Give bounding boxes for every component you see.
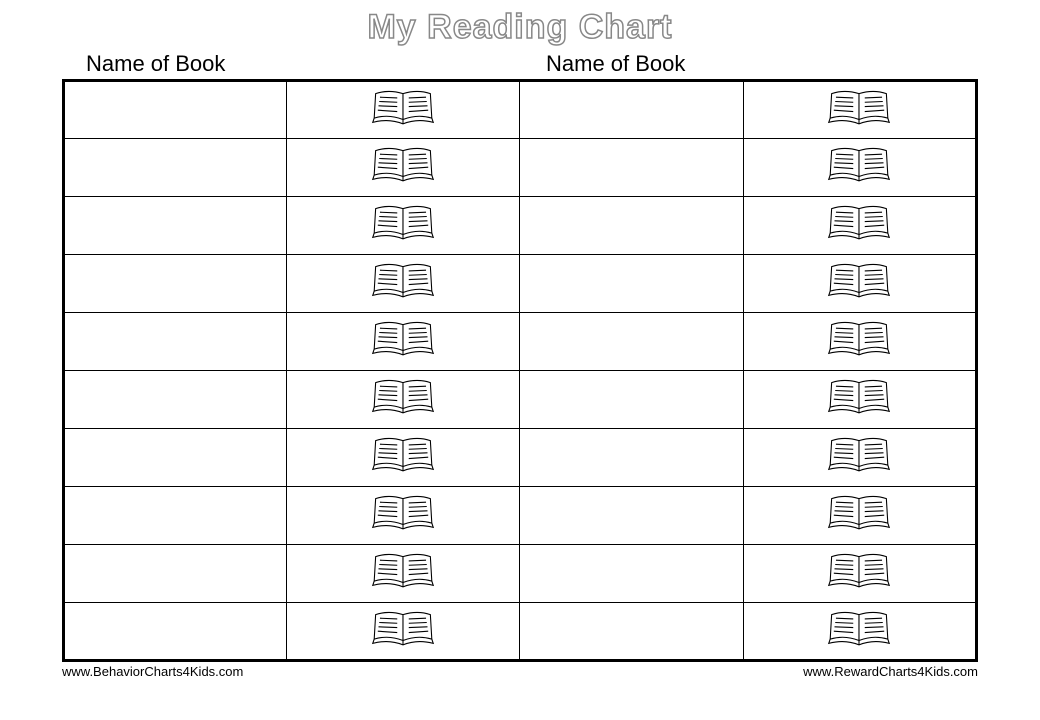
book-icon-cell [287, 371, 520, 429]
book-name-cell[interactable] [64, 429, 287, 487]
table-row [64, 371, 977, 429]
book-name-cell[interactable] [520, 545, 743, 603]
book-icon-cell [287, 313, 520, 371]
footer: www.BehaviorCharts4Kids.com www.RewardCh… [62, 664, 978, 679]
table-row [64, 603, 977, 661]
open-book-icon [823, 201, 895, 245]
open-book-icon [367, 433, 439, 477]
table-row [64, 313, 977, 371]
table-row [64, 197, 977, 255]
open-book-icon [823, 549, 895, 593]
open-book-icon [367, 86, 439, 130]
open-book-icon [367, 201, 439, 245]
book-name-cell[interactable] [64, 371, 287, 429]
open-book-icon [823, 143, 895, 187]
book-icon-cell [287, 429, 520, 487]
book-name-cell[interactable] [520, 139, 743, 197]
open-book-icon [823, 607, 895, 651]
open-book-icon [367, 607, 439, 651]
open-book-icon [367, 259, 439, 303]
open-book-icon [823, 491, 895, 535]
book-name-cell[interactable] [64, 603, 287, 661]
book-icon-cell [743, 371, 976, 429]
footer-link-left: www.BehaviorCharts4Kids.com [62, 664, 243, 679]
column-header-name-left: Name of Book [62, 51, 286, 77]
open-book-icon [823, 375, 895, 419]
book-icon-cell [287, 603, 520, 661]
book-name-cell[interactable] [520, 81, 743, 139]
book-icon-cell [287, 197, 520, 255]
open-book-icon [823, 86, 895, 130]
table-row [64, 545, 977, 603]
table-row [64, 255, 977, 313]
book-icon-cell [743, 603, 976, 661]
book-icon-cell [743, 139, 976, 197]
book-icon-cell [743, 81, 976, 139]
book-name-cell[interactable] [520, 255, 743, 313]
book-name-cell[interactable] [520, 603, 743, 661]
book-name-cell[interactable] [64, 313, 287, 371]
table-row [64, 487, 977, 545]
book-icon-cell [287, 545, 520, 603]
book-name-cell[interactable] [520, 371, 743, 429]
book-name-cell[interactable] [64, 139, 287, 197]
open-book-icon [367, 317, 439, 361]
book-icon-cell [743, 255, 976, 313]
book-icon-cell [287, 487, 520, 545]
column-headers: Name of Book Name of Book [62, 51, 978, 77]
book-name-cell[interactable] [520, 313, 743, 371]
reading-chart-table [62, 79, 978, 662]
column-header-book-right [744, 51, 978, 77]
book-name-cell[interactable] [64, 197, 287, 255]
book-name-cell[interactable] [64, 487, 287, 545]
open-book-icon [367, 375, 439, 419]
table-row [64, 81, 977, 139]
column-header-name-right: Name of Book [520, 51, 744, 77]
column-header-book-left [286, 51, 520, 77]
open-book-icon [367, 143, 439, 187]
open-book-icon [823, 317, 895, 361]
book-icon-cell [287, 255, 520, 313]
book-icon-cell [743, 429, 976, 487]
open-book-icon [367, 549, 439, 593]
table-row [64, 429, 977, 487]
book-icon-cell [743, 487, 976, 545]
book-icon-cell [743, 545, 976, 603]
book-icon-cell [743, 197, 976, 255]
book-name-cell[interactable] [520, 487, 743, 545]
book-name-cell[interactable] [64, 545, 287, 603]
page-title: My Reading Chart [30, 8, 1010, 47]
book-icon-cell [287, 81, 520, 139]
book-name-cell[interactable] [64, 255, 287, 313]
book-name-cell[interactable] [64, 81, 287, 139]
open-book-icon [367, 491, 439, 535]
book-name-cell[interactable] [520, 197, 743, 255]
book-name-cell[interactable] [520, 429, 743, 487]
open-book-icon [823, 433, 895, 477]
book-icon-cell [287, 139, 520, 197]
footer-link-right: www.RewardCharts4Kids.com [803, 664, 978, 679]
book-icon-cell [743, 313, 976, 371]
table-row [64, 139, 977, 197]
open-book-icon [823, 259, 895, 303]
